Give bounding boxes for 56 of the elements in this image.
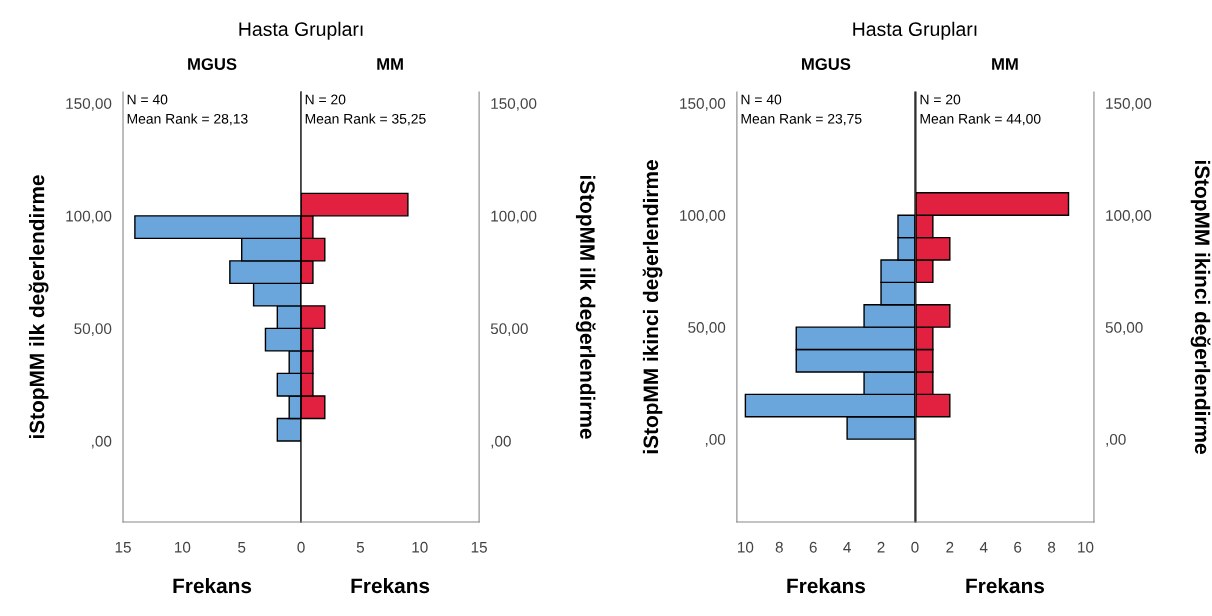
x-tick-label: 2	[877, 541, 885, 553]
annotation: N = 40	[741, 94, 782, 105]
x-tick-label: 6	[1014, 541, 1022, 553]
y-tick-label: 100,00	[1106, 210, 1152, 223]
chart-title: Hasta Grupları	[239, 21, 363, 40]
x-tick-label: 0	[297, 541, 305, 553]
y-tick-label: 150,00	[66, 98, 112, 111]
x-axis-title: Frekans	[173, 577, 252, 594]
y-axis-title: iStopMM ilk değerlendirme	[28, 175, 49, 439]
x-tick-label: 10	[412, 541, 428, 553]
x-tick-label: 5	[238, 542, 246, 553]
annotation: N = 40	[127, 94, 168, 105]
annotation: N = 20	[920, 94, 961, 105]
y-tick-label: ,00	[92, 435, 112, 449]
chart-subtitle: MM	[377, 58, 403, 70]
x-tick-label: 0	[911, 541, 919, 553]
x-tick-label: 6	[809, 541, 817, 553]
annotation: Mean Rank = 23,75	[741, 113, 862, 126]
annotation: Mean Rank = 35,25	[305, 113, 426, 126]
x-tick-label: 15	[471, 542, 487, 553]
x-tick-label: 2	[946, 541, 954, 553]
x-tick-label: 10	[738, 541, 754, 553]
annotation: N = 20	[305, 94, 346, 105]
x-tick-label: 4	[979, 542, 988, 553]
x-axis-title: Frekans	[787, 577, 866, 594]
y-tick-label: 150,00	[1106, 98, 1152, 111]
annotation: Mean Rank = 44,00	[920, 113, 1041, 126]
y-tick-label: 50,00	[688, 322, 726, 335]
chart-subtitle: MGUS	[188, 58, 237, 70]
y-tick-label: ,00	[491, 435, 511, 449]
y-tick-label: ,00	[705, 434, 726, 447]
y-tick-label: 50,00	[490, 323, 528, 336]
y-tick-label: 100,00	[680, 210, 726, 223]
y-tick-label: 50,00	[1105, 322, 1143, 335]
y-tick-label: 100,00	[491, 210, 537, 224]
annotation: Mean Rank = 28,13	[127, 113, 248, 126]
y-axis-title: iStopMM ikinci değerlendirme	[642, 160, 663, 454]
x-tick-label: 10	[1078, 541, 1094, 553]
x-tick-label: 8	[1047, 541, 1056, 553]
chart-title: Hasta Grupları	[853, 21, 977, 40]
y-tick-label: 150,00	[680, 98, 726, 111]
x-tick-label: 15	[115, 542, 131, 553]
x-tick-label: 10	[175, 541, 191, 553]
y-tick-label: 50,00	[74, 323, 112, 336]
x-axis-title: Frekans	[351, 577, 430, 594]
x-tick-label: 4	[843, 542, 851, 553]
y-tick-label: 150,00	[491, 98, 537, 111]
x-tick-label: 8	[775, 541, 783, 553]
y-axis-title: iStopMM ilk değerlendirme	[575, 175, 596, 439]
chart-subtitle: MM	[992, 58, 1018, 70]
x-axis-title: Frekans	[966, 577, 1045, 594]
y-tick-label: ,00	[1106, 434, 1126, 447]
x-tick-label: 5	[356, 542, 365, 553]
y-axis-title: iStopMM ikinci değerlendirme	[1190, 160, 1211, 454]
y-tick-label: 100,00	[66, 210, 112, 224]
chart-subtitle: MGUS	[802, 58, 851, 70]
